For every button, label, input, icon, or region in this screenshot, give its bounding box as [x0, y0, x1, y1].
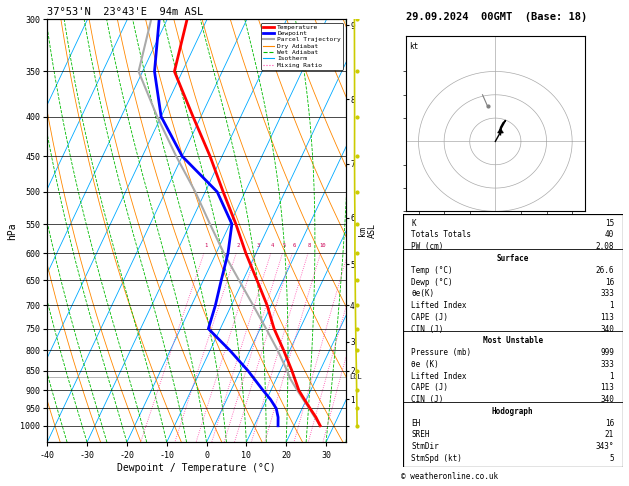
Text: 340: 340 [600, 395, 614, 404]
Text: 5: 5 [282, 243, 286, 248]
Text: CIN (J): CIN (J) [411, 395, 443, 404]
Text: 5: 5 [610, 454, 614, 463]
Text: Totals Totals: Totals Totals [411, 230, 472, 240]
Text: StmSpd (kt): StmSpd (kt) [411, 454, 462, 463]
Text: 16: 16 [604, 418, 614, 428]
Text: K: K [411, 219, 416, 228]
Text: Dewp (°C): Dewp (°C) [411, 278, 453, 287]
Y-axis label: km
ASL: km ASL [357, 224, 377, 238]
Text: 6: 6 [292, 243, 296, 248]
Text: 343°: 343° [596, 442, 614, 451]
Text: 1: 1 [610, 301, 614, 310]
Text: LCL: LCL [349, 374, 362, 380]
Text: 26.6: 26.6 [596, 266, 614, 275]
Text: 29.09.2024  00GMT  (Base: 18): 29.09.2024 00GMT (Base: 18) [406, 12, 587, 22]
Text: 2.08: 2.08 [596, 242, 614, 251]
Text: SREH: SREH [411, 430, 430, 439]
Text: Temp (°C): Temp (°C) [411, 266, 453, 275]
Text: 999: 999 [600, 348, 614, 357]
Text: CAPE (J): CAPE (J) [411, 313, 448, 322]
Text: 3: 3 [256, 243, 260, 248]
Text: 333: 333 [600, 360, 614, 369]
Text: StmDir: StmDir [411, 442, 439, 451]
Text: θe(K): θe(K) [411, 289, 435, 298]
Text: 16: 16 [604, 278, 614, 287]
Text: 8: 8 [308, 243, 311, 248]
Y-axis label: hPa: hPa [8, 222, 18, 240]
Text: 2: 2 [237, 243, 240, 248]
Text: Lifted Index: Lifted Index [411, 372, 467, 381]
Text: 1: 1 [610, 372, 614, 381]
Text: 15: 15 [604, 219, 614, 228]
Text: PW (cm): PW (cm) [411, 242, 443, 251]
Legend: Temperature, Dewpoint, Parcel Trajectory, Dry Adiabat, Wet Adiabat, Isotherm, Mi: Temperature, Dewpoint, Parcel Trajectory… [261, 22, 343, 69]
X-axis label: Dewpoint / Temperature (°C): Dewpoint / Temperature (°C) [117, 463, 276, 473]
Text: 340: 340 [600, 325, 614, 333]
Text: 10: 10 [319, 243, 325, 248]
Text: kt: kt [409, 42, 418, 51]
Text: Hodograph: Hodograph [492, 407, 533, 416]
Text: 4: 4 [271, 243, 274, 248]
Text: Lifted Index: Lifted Index [411, 301, 467, 310]
Text: 113: 113 [600, 383, 614, 392]
Text: Most Unstable: Most Unstable [482, 336, 543, 345]
Text: θe (K): θe (K) [411, 360, 439, 369]
Text: CIN (J): CIN (J) [411, 325, 443, 333]
Text: © weatheronline.co.uk: © weatheronline.co.uk [401, 472, 498, 481]
Text: 21: 21 [604, 430, 614, 439]
Text: 40: 40 [604, 230, 614, 240]
Text: CAPE (J): CAPE (J) [411, 383, 448, 392]
Text: 1: 1 [204, 243, 208, 248]
Text: 113: 113 [600, 313, 614, 322]
Text: 333: 333 [600, 289, 614, 298]
Text: Pressure (mb): Pressure (mb) [411, 348, 472, 357]
Text: Surface: Surface [496, 254, 529, 263]
Text: 37°53'N  23°43'E  94m ASL: 37°53'N 23°43'E 94m ASL [47, 7, 203, 17]
Text: EH: EH [411, 418, 421, 428]
